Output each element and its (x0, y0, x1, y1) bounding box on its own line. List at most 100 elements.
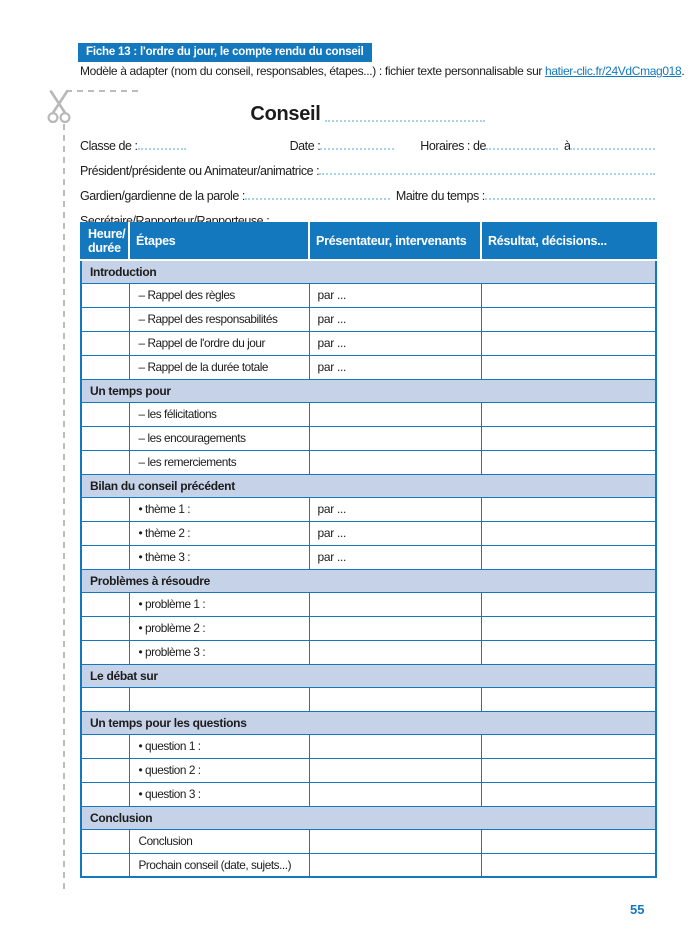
cell-resultat (480, 425, 657, 451)
cell-heure (80, 496, 130, 522)
table-section-row: Problèmes à résoudre (81, 568, 656, 593)
horaires-de-fill-line (485, 148, 558, 150)
cell-heure (80, 852, 130, 878)
cell-etape: – Rappel des responsabilités (128, 306, 310, 332)
cell-etape: • problème 2 : (128, 615, 310, 641)
horaires-label: Horaires : de (420, 139, 486, 153)
cell-etape: • question 2 : (128, 757, 310, 783)
cell-resultat (480, 852, 657, 878)
cell-heure (80, 401, 130, 427)
form-title: Conseil (250, 103, 321, 125)
cell-resultat (480, 615, 657, 641)
table-item-row: – Rappel des règles par ... (80, 282, 657, 308)
cell-etape: – Rappel de l'ordre du jour (128, 330, 310, 356)
classe-label: Classe de : (80, 139, 138, 153)
table-item-row: Conclusion (80, 828, 657, 854)
table-item-row: • question 2 : (80, 757, 657, 783)
cell-presentateur (308, 639, 482, 665)
cell-heure (80, 757, 130, 783)
section-label: Le débat sur (81, 663, 656, 688)
header-heure-duree: Heure/ durée (81, 223, 130, 261)
form-line-3: Gardien/gardienne de la parole : Maitre … (80, 178, 655, 203)
table-item-row: • thème 2 : par ... (80, 520, 657, 546)
cell-resultat (480, 639, 657, 665)
cell-etape: – les remerciements (128, 449, 310, 475)
conseil-table-body: Introduction – Rappel des règles par ... – … (80, 259, 657, 878)
header-resultat: Résultat, décisions... (481, 223, 656, 261)
cell-etape: – les félicitations (128, 401, 310, 427)
hatier-clic-link[interactable]: hatier-clic.fr/24VdCmag018 (545, 64, 682, 78)
cell-heure (80, 686, 130, 712)
cell-heure (80, 330, 130, 356)
horaires-a-fill-line (570, 148, 655, 150)
cell-resultat (480, 282, 657, 308)
form-title-row: Conseil (80, 103, 655, 125)
cell-presentateur (308, 733, 482, 759)
intro-suffix: . (681, 64, 685, 78)
section-label: Problèmes à résoudre (81, 568, 656, 593)
cell-heure (80, 282, 130, 308)
cell-etape: – les encouragements (128, 425, 310, 451)
intro-line: Modèle à adapter (nom du conseil, respon… (80, 64, 685, 78)
cell-presentateur: par ... (308, 544, 482, 570)
cell-etape: • question 1 : (128, 733, 310, 759)
conseil-agenda-table: Heure/ durée Étapes Présentateur, interv… (80, 222, 657, 879)
cell-presentateur (308, 615, 482, 641)
section-label: Conclusion (81, 805, 656, 830)
cell-heure (80, 520, 130, 546)
cell-resultat (480, 520, 657, 546)
table-item-row: – Rappel des responsabilités par ... (80, 306, 657, 332)
cell-resultat (480, 496, 657, 522)
cell-etape (128, 686, 310, 712)
intro-text: Modèle à adapter (nom du conseil, respon… (80, 64, 546, 78)
cell-resultat (480, 544, 657, 570)
table-section-row: Le débat sur (81, 663, 656, 688)
page-number: 55 (630, 902, 645, 917)
cell-etape: • problème 1 : (128, 591, 310, 617)
cell-presentateur (308, 686, 482, 712)
cell-resultat (480, 330, 657, 356)
cell-resultat (480, 781, 657, 807)
cell-etape: Prochain conseil (date, sujets...) (128, 852, 310, 878)
cell-etape: • thème 2 : (128, 520, 310, 546)
cell-resultat (480, 757, 657, 783)
cut-line-horizontal (66, 90, 142, 92)
cell-resultat (480, 733, 657, 759)
cell-etape: – Rappel de la durée totale (128, 354, 310, 380)
cell-presentateur (308, 401, 482, 427)
president-fill-line (319, 173, 655, 175)
cell-resultat (480, 306, 657, 332)
table-item-row: – les encouragements (80, 425, 657, 451)
cell-presentateur (308, 449, 482, 475)
table-section-row: Introduction (81, 259, 656, 284)
table-item-row: – les remerciements (80, 449, 657, 475)
cell-presentateur (308, 781, 482, 807)
section-label: Introduction (81, 259, 656, 284)
section-label: Un temps pour (81, 378, 656, 403)
table-item-row: • problème 2 : (80, 615, 657, 641)
maitre-fill-line (484, 198, 655, 200)
header-etapes: Étapes (129, 223, 310, 261)
cell-resultat (480, 449, 657, 475)
horaires-a-label: à (563, 139, 571, 153)
cell-heure (80, 306, 130, 332)
cell-resultat (480, 591, 657, 617)
cell-presentateur: par ... (308, 496, 482, 522)
table-item-row: • thème 3 : par ... (80, 544, 657, 570)
table-item-row: • problème 3 : (80, 639, 657, 665)
table-section-row: Un temps pour les questions (81, 710, 656, 735)
header-presentateur: Présentateur, intervenants (309, 223, 482, 261)
table-item-row: – Rappel de l'ordre du jour par ... (80, 330, 657, 356)
table-item-row: • question 3 : (80, 781, 657, 807)
table-item-row: – Rappel de la durée totale par ... (80, 354, 657, 380)
cell-presentateur (308, 828, 482, 854)
table-item-row: Prochain conseil (date, sujets...) (80, 852, 657, 878)
cell-heure (80, 733, 130, 759)
section-label: Bilan du conseil précédent (81, 473, 656, 498)
cell-presentateur (308, 757, 482, 783)
cell-presentateur (308, 852, 482, 878)
cell-presentateur: par ... (308, 354, 482, 380)
table-item-row: • question 1 : (80, 733, 657, 759)
cell-resultat (480, 354, 657, 380)
